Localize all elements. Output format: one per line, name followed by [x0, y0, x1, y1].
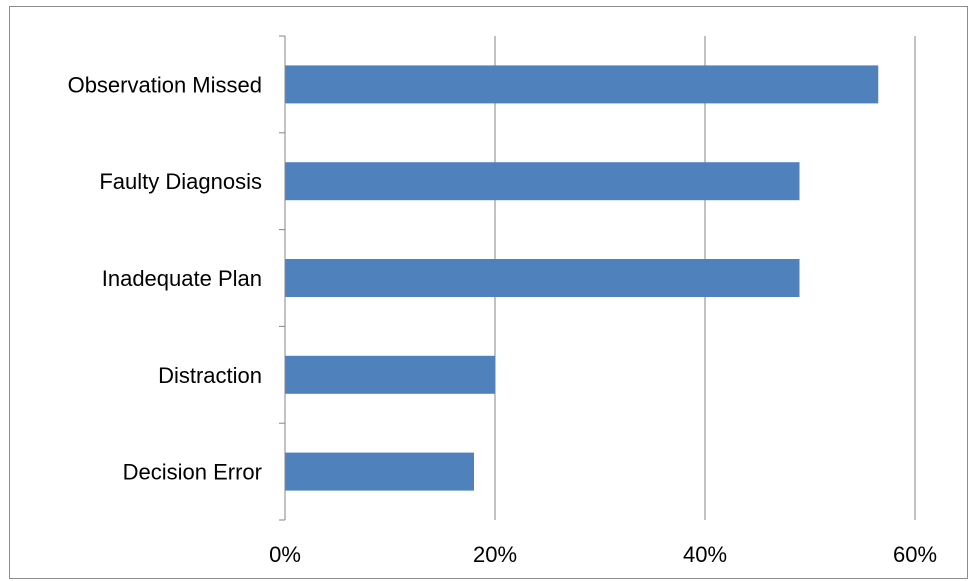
bar-faulty-diagnosis: [285, 162, 800, 201]
category-label-decision-error: Decision Error: [123, 460, 262, 485]
category-labels: Observation Missed Faulty Diagnosis Inadeq…: [68, 72, 262, 484]
category-label-inadequate-plan: Inadequate Plan: [102, 266, 262, 291]
tick-labels: 0% 20% 40% 60%: [269, 542, 937, 567]
bars: [285, 65, 879, 491]
bar-distraction: [285, 355, 495, 394]
category-label-distraction: Distraction: [158, 363, 262, 388]
x-tick-label-0: 0%: [269, 542, 301, 567]
x-tick-label-60: 60%: [893, 542, 937, 567]
bar-decision-error: [285, 452, 474, 491]
category-label-observation-missed: Observation Missed: [68, 72, 262, 97]
bar-observation-missed: [285, 65, 879, 104]
axes: [279, 35, 286, 521]
category-label-faulty-diagnosis: Faulty Diagnosis: [99, 169, 262, 194]
x-tick-label-40: 40%: [683, 542, 727, 567]
x-tick-label-20: 20%: [473, 542, 517, 567]
bar-inadequate-plan: [285, 259, 800, 297]
